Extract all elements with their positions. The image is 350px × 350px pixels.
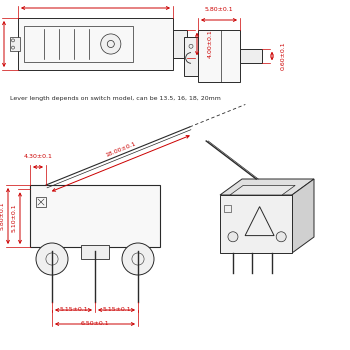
Circle shape bbox=[276, 232, 286, 242]
Text: 5.15±0.1: 5.15±0.1 bbox=[102, 307, 131, 312]
Polygon shape bbox=[220, 179, 314, 195]
Text: 4.30±0.1: 4.30±0.1 bbox=[23, 154, 52, 159]
Bar bbox=[81, 245, 109, 259]
Circle shape bbox=[36, 243, 68, 275]
Bar bbox=[36, 197, 46, 207]
Bar bbox=[173, 30, 187, 58]
Bar bbox=[184, 36, 198, 76]
Bar bbox=[24, 26, 133, 62]
Text: 18.00±0.1: 18.00±0.1 bbox=[105, 141, 137, 159]
Text: 6.50±0.1: 6.50±0.1 bbox=[81, 321, 109, 326]
Text: 5.15±0.1: 5.15±0.1 bbox=[59, 307, 88, 312]
Bar bbox=[10, 37, 20, 51]
Text: 5.80±0.1: 5.80±0.1 bbox=[0, 202, 5, 230]
Text: 0.60±0.1: 0.60±0.1 bbox=[281, 42, 286, 70]
Polygon shape bbox=[230, 186, 295, 195]
Text: Lever length depends on switch model, can be 13.5, 16, 18, 20mm: Lever length depends on switch model, ca… bbox=[10, 96, 221, 101]
Bar bbox=[240, 49, 262, 63]
Circle shape bbox=[228, 232, 238, 242]
Text: 4.00±0.1: 4.00±0.1 bbox=[208, 30, 213, 58]
Circle shape bbox=[122, 243, 154, 275]
Bar bbox=[30, 185, 160, 247]
Bar bbox=[18, 18, 173, 70]
Text: 5.10±0.1: 5.10±0.1 bbox=[12, 204, 17, 232]
Circle shape bbox=[101, 34, 121, 54]
Polygon shape bbox=[220, 195, 292, 253]
Text: 5.80±0.1: 5.80±0.1 bbox=[0, 30, 1, 58]
Bar bbox=[224, 205, 231, 212]
Text: 5.80±0.1: 5.80±0.1 bbox=[205, 7, 233, 12]
Polygon shape bbox=[292, 179, 314, 253]
Bar bbox=[198, 30, 240, 82]
